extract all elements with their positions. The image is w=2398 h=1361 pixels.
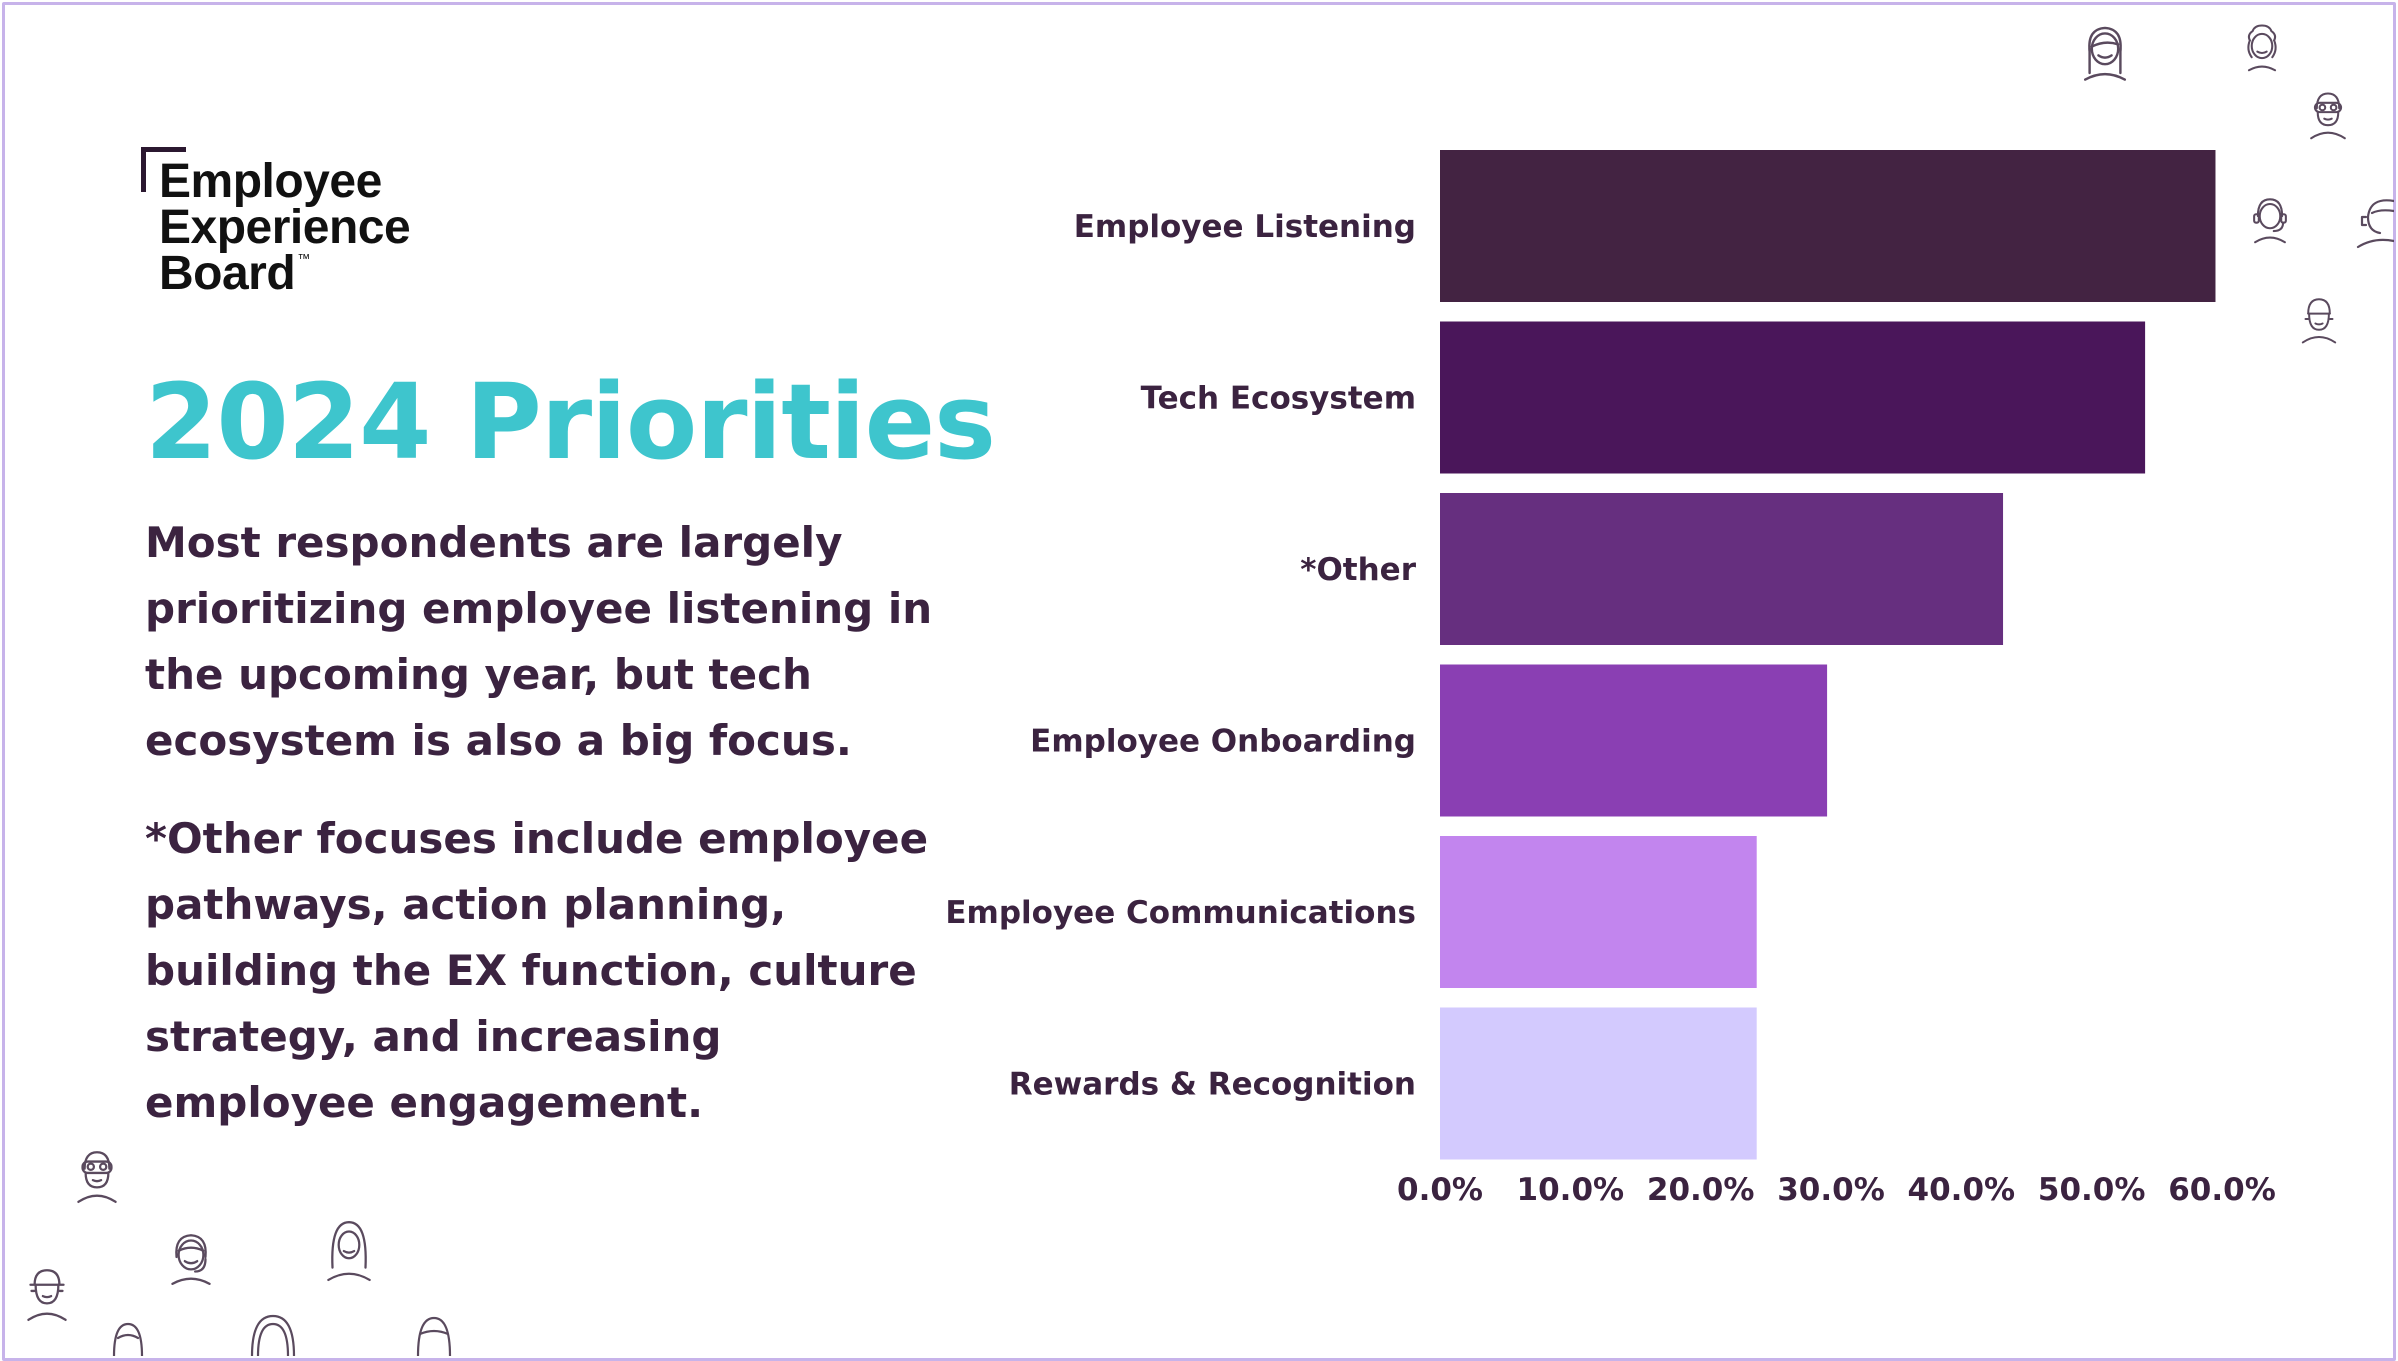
person-side-icon	[2356, 199, 2394, 249]
person-partial-icon	[416, 1316, 452, 1356]
person-goggles-icon	[77, 1151, 117, 1204]
agent-headset-icon	[2083, 26, 2127, 81]
agent-headset-icon	[2253, 198, 2287, 244]
summary-line: the upcoming year, but tech	[145, 650, 812, 699]
other-focus-line: building the EX function, culture	[145, 946, 917, 995]
other-focus-paragraph: *Other focuses include employee pathways…	[145, 806, 929, 1136]
summary-paragraph: Most respondents are largely prioritizin…	[145, 510, 933, 774]
person-cap-icon	[27, 1269, 67, 1322]
person-goggles-icon	[2310, 92, 2346, 140]
summary-line: ecosystem is also a big focus.	[145, 716, 852, 765]
logo-line-1: Employee	[159, 155, 382, 208]
bar-5	[1440, 1007, 1757, 1160]
x-tick-label: 60.0%	[2168, 1172, 2276, 1208]
bar-3	[1440, 664, 1828, 817]
logo-trademark: ™	[297, 251, 310, 266]
logo-line-2: Experience	[159, 201, 411, 254]
summary-line: prioritizing employee listening in	[145, 584, 933, 633]
person-long-hair-icon	[327, 1221, 371, 1282]
bar-1	[1440, 321, 2146, 474]
other-focus-line: *Other focuses include employee	[145, 814, 929, 863]
other-focus-line: pathways, action planning,	[145, 880, 787, 929]
bar-0	[1440, 150, 2216, 302]
agent-headset-icon	[171, 1234, 211, 1286]
category-label: Employee Onboarding	[1030, 724, 1416, 760]
category-label: Rewards & Recognition	[1009, 1067, 1416, 1103]
category-label: Employee Communications	[945, 895, 1416, 931]
person-partial-icon	[250, 1314, 296, 1356]
other-focus-line: employee engagement.	[145, 1078, 704, 1127]
other-focus-line: strategy, and increasing	[145, 1012, 722, 1061]
summary-line: Most respondents are largely	[145, 518, 843, 567]
x-tick-label: 0.0%	[1397, 1172, 1483, 1208]
logo-line-3: Board	[159, 247, 296, 300]
person-face-icon	[2301, 298, 2337, 344]
x-tick-label: 20.0%	[1647, 1172, 1755, 1208]
category-label: *Other	[1300, 552, 1416, 588]
category-label: Employee Listening	[1074, 209, 1416, 245]
logo-bracket-mark	[141, 147, 186, 192]
x-tick-label: 30.0%	[1777, 1172, 1885, 1208]
person-partial-icon	[112, 1322, 144, 1356]
bar-2	[1440, 493, 2004, 645]
page-title: 2024 Priorities	[145, 361, 996, 483]
bar-4	[1440, 836, 1757, 988]
person-curly-hair-icon	[2247, 24, 2277, 72]
x-tick-label: 10.0%	[1517, 1172, 1625, 1208]
category-label: Tech Ecosystem	[1141, 381, 1416, 417]
x-tick-label: 50.0%	[2038, 1172, 2146, 1208]
x-tick-label: 40.0%	[1908, 1172, 2016, 1208]
